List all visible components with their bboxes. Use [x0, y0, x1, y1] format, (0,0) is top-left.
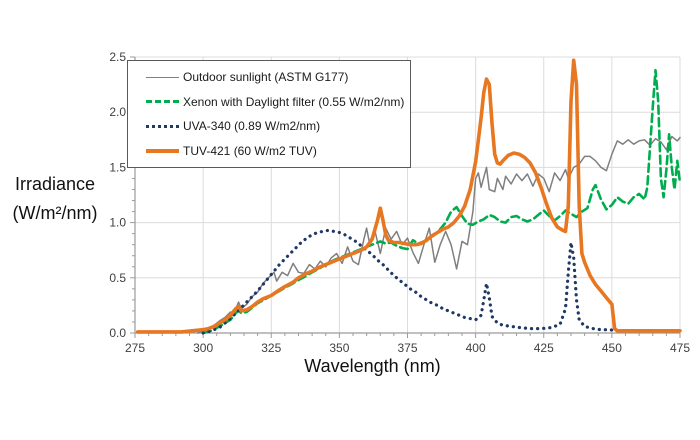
y-tick-label: 2.0 [109, 105, 126, 119]
legend-line-sample-outdoor-sunlight [146, 76, 179, 78]
legend-label-xenon-daylight-filter: Xenon with Daylight filter (0.55 W/m2/nm… [183, 94, 405, 109]
x-tick-label: 425 [534, 341, 554, 355]
legend: Outdoor sunlight (ASTM G177) Xenon with … [127, 60, 411, 168]
legend-item-tuv-421: TUV-421 (60 W/m2 TUV) [146, 144, 404, 158]
x-tick-label: 400 [466, 341, 486, 355]
series-tuv-421 [135, 58, 682, 334]
tick-labels: 275 300 325 350 375 400 425 450 475 0.0 0.5 1.0 1.5 2… [109, 50, 690, 355]
y-tick-label: 1.5 [109, 160, 126, 174]
y-tick-label: 1.0 [109, 216, 126, 230]
x-tick-label: 375 [397, 341, 417, 355]
y-tick-label: 0.0 [109, 326, 126, 340]
series-outdoor-sunlight [196, 135, 681, 334]
x-axis-title: Wavelength (nm) [304, 356, 441, 376]
y-axis-title-line1: Irradiance [14, 174, 96, 194]
y-tick-label: 0.5 [109, 271, 126, 285]
x-tick-label: 450 [602, 341, 622, 355]
x-tick-label: 325 [261, 341, 281, 355]
legend-item-outdoor-sunlight: Outdoor sunlight (ASTM G177) [146, 70, 404, 84]
y-tick-label: 2.5 [109, 50, 126, 64]
legend-line-sample-xenon-daylight-filter [146, 100, 179, 104]
legend-line-sample-uva-340 [146, 124, 179, 128]
series-uva-340 [201, 228, 619, 335]
x-tick-label: 350 [329, 341, 349, 355]
x-tick-label: 300 [193, 341, 213, 355]
legend-item-uva-340: UVA-340 (0.89 W/m2/nm) [146, 119, 404, 133]
x-tick-label: 475 [670, 341, 690, 355]
legend-line-sample-tuv-421 [146, 148, 179, 153]
y-axis-title: Irradiance (W/m²/nm) [2, 170, 108, 228]
y-axis-title-line2: (W/m²/nm) [12, 202, 98, 223]
legend-item-xenon-daylight-filter: Xenon with Daylight filter (0.55 W/m2/nm… [146, 95, 404, 109]
legend-label-outdoor-sunlight: Outdoor sunlight (ASTM G177) [183, 70, 349, 85]
x-tick-label: 275 [125, 341, 145, 355]
legend-label-uva-340: UVA-340 (0.89 W/m2/nm) [183, 119, 321, 134]
legend-label-tuv-421: TUV-421 (60 W/m2 TUV) [183, 143, 317, 158]
